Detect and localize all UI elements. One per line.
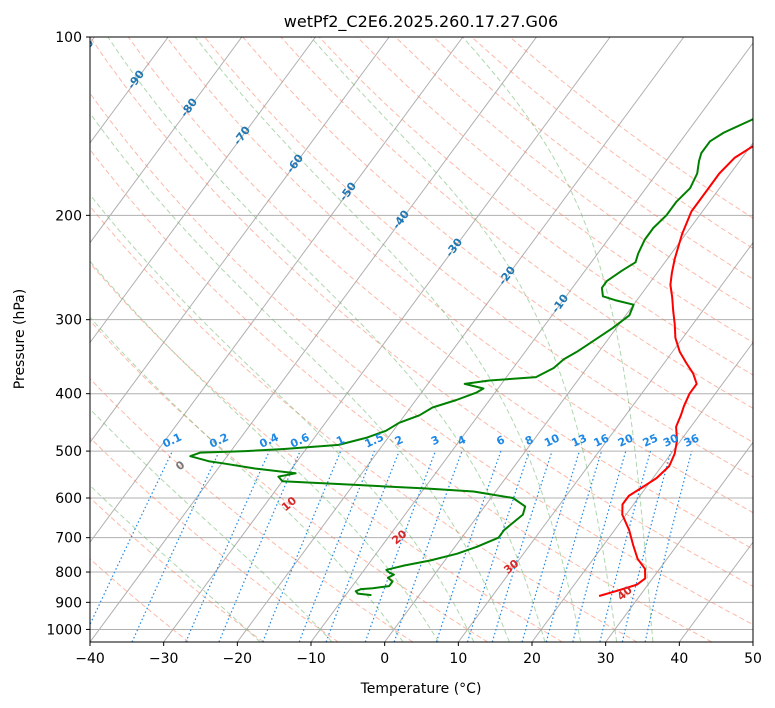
x-tick-label: −10 (296, 651, 326, 667)
moist-adiabat-line (90, 193, 475, 642)
y-tick-label: 900 (55, 595, 82, 611)
mixing-ratio-label: 16 (592, 431, 612, 449)
mixing-ratio-line (325, 450, 400, 642)
y-tick-label: 600 (55, 491, 82, 507)
x-tick-label: 0 (380, 651, 389, 667)
mixing-ratio-line (572, 450, 627, 642)
plot-area: -100-90-80-70-60-50-40-30-20-100.10.20.4… (90, 37, 753, 642)
dry-adiabat-line (90, 262, 563, 642)
mixing-ratio-line (262, 450, 342, 642)
x-tick-label: −40 (75, 651, 105, 667)
mixing-ratio-line (185, 450, 270, 642)
moist-adiabat-line (107, 37, 546, 642)
dry-adiabat-line (395, 37, 753, 312)
y-tick-label: 1000 (46, 622, 82, 638)
dry-adiabat-line (280, 37, 753, 409)
y-tick-label: 700 (55, 531, 82, 547)
mixing-ratio-line (393, 450, 463, 642)
x-axis-label: Temperature (°C) (360, 681, 482, 697)
isotherm-line (90, 37, 464, 544)
dewpoint-profile-line (189, 117, 753, 597)
dry-adiabat-line (90, 92, 753, 626)
mixing-ratio-line (298, 450, 375, 642)
isotherm-line (90, 37, 169, 144)
mixing-ratio-lines (90, 450, 693, 642)
isotherm-line (90, 37, 537, 642)
x-tick-label: 30 (597, 651, 615, 667)
mixing-ratio-line (435, 450, 502, 642)
temperature-profile-line (598, 144, 753, 597)
x-tick-label: 40 (670, 651, 688, 667)
mixing-ratio-line (545, 450, 603, 642)
mixing-ratio-line (599, 450, 652, 642)
y-tick-label: 400 (55, 387, 82, 403)
x-tick-label: −30 (149, 651, 179, 667)
mixing-ratio-label: 13 (570, 432, 589, 450)
isotherm-line (310, 42, 753, 642)
y-axis-ticks: 1000 900 800 700 600 500 400 300 200 100 (46, 30, 90, 638)
y-tick-label: 100 (55, 30, 82, 46)
mixing-ratio-label: 36 (682, 431, 702, 449)
mixing-ratio-label: 25 (641, 432, 660, 450)
isotherm-line (90, 37, 243, 244)
x-tick-label: 20 (523, 651, 541, 667)
mixing-ratio-label: 20 (616, 431, 636, 449)
mixing-ratio-line (491, 450, 553, 642)
dry-adiabat-line (242, 37, 753, 443)
mixing-ratio-line (218, 450, 301, 642)
isotherm-line (90, 37, 316, 344)
dry-adiabat-line (127, 37, 753, 550)
mixing-ratio-label: 30 (661, 431, 681, 449)
chart-title: wetPf2_C2E6.2025.260.17.27.G06 (284, 12, 558, 32)
moist-adiabat-line (194, 37, 582, 642)
isotherm-line (163, 37, 611, 642)
y-axis-label: Pressure (hPa) (12, 289, 28, 389)
isotherm-line (531, 341, 753, 642)
x-tick-label: −20 (223, 651, 253, 667)
skewed-isotherms (90, 37, 753, 642)
dry-adiabat-line (90, 148, 712, 642)
moist-adiabat-line (90, 112, 510, 642)
y-tick-label: 200 (55, 208, 82, 224)
isotherm-line (457, 241, 753, 642)
mixing-ratio-line (466, 450, 530, 642)
y-tick-label: 500 (55, 444, 82, 460)
mixing-ratio-line (521, 450, 581, 642)
mixing-ratio-label: 10 (542, 431, 562, 449)
plot-frame (89, 36, 754, 643)
x-tick-label: 10 (449, 651, 467, 667)
dry-adiabats (90, 37, 753, 642)
x-axis-ticks: −40 −30 −20 −10 0 10 20 30 40 50 (75, 642, 762, 667)
isotherm-line (90, 37, 390, 444)
isotherm-line (236, 37, 685, 642)
y-tick-label: 800 (55, 565, 82, 581)
mixing-ratio-line (644, 450, 693, 642)
dry-adiabat-line (90, 558, 190, 642)
y-tick-label: 300 (55, 313, 82, 329)
sounding-profiles (189, 117, 753, 597)
mixing-ratio-line (364, 450, 436, 642)
x-tick-label: 50 (744, 651, 762, 667)
dry-adiabat-line (166, 37, 753, 514)
moist-adiabat-line (90, 408, 333, 642)
moist-adiabat-line (462, 37, 654, 642)
isotherm-line (384, 142, 753, 642)
isotherm-line (605, 441, 753, 642)
dry-adiabat-line (90, 377, 414, 642)
dry-adiabat-line (90, 37, 753, 587)
moist-adiabat-line (310, 37, 618, 642)
